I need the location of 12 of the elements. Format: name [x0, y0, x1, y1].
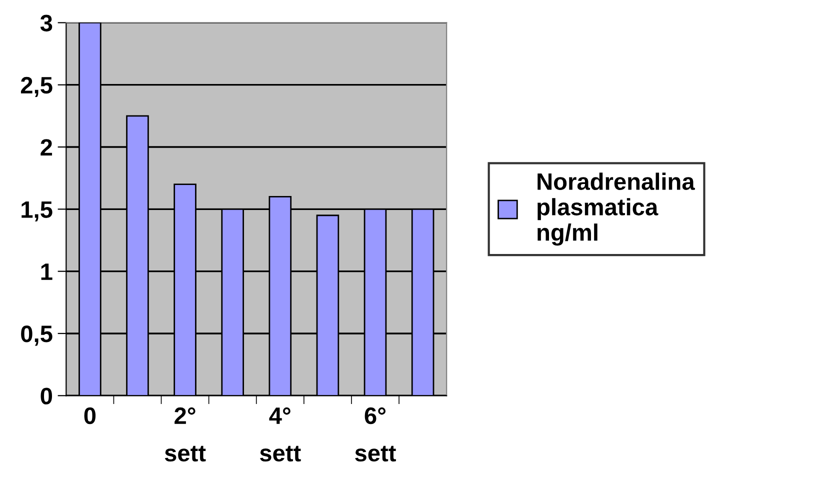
- x-tick-label: 2° sett: [164, 407, 206, 462]
- y-tick-label: 2: [40, 139, 52, 156]
- y-tick-label: 0: [40, 388, 52, 404]
- x-tick-label: 0: [84, 407, 96, 424]
- y-tick-label: 0,5: [21, 326, 52, 346]
- legend-label: Noradrenalina plasmatica ng/ml: [538, 172, 695, 246]
- y-tick-label: 1: [41, 264, 52, 280]
- y-tick-label: 1,5: [22, 201, 52, 222]
- y-tick-label: 2,5: [20, 76, 52, 98]
- x-tick-label: 4° sett: [260, 407, 301, 462]
- x-tick-label: 6° sett: [355, 407, 396, 462]
- y-tick-label: 3: [40, 14, 52, 32]
